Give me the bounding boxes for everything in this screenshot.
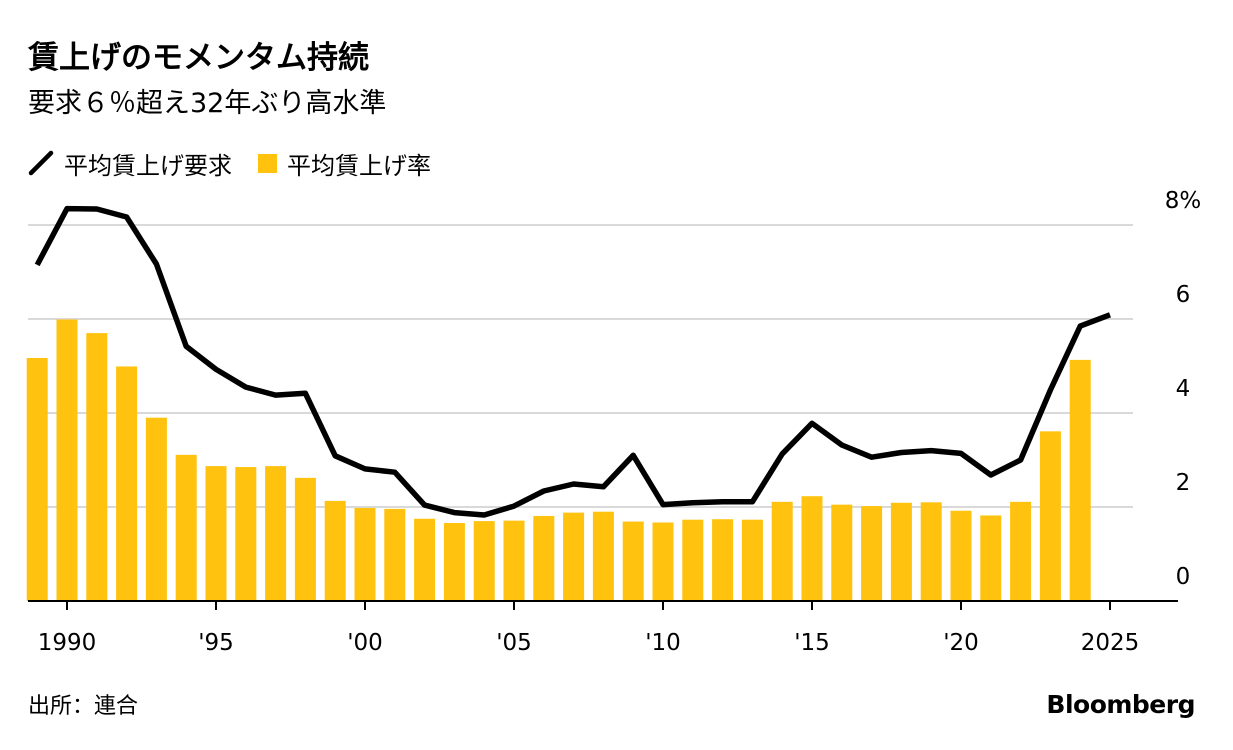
bar	[682, 519, 704, 601]
bar	[354, 507, 376, 601]
bar	[950, 510, 972, 601]
bar	[384, 508, 406, 601]
bar	[145, 417, 167, 601]
legend-item-bar: 平均賃上げ率	[258, 146, 431, 181]
x-tick-label: '95	[198, 630, 234, 656]
bar	[563, 512, 585, 601]
bar	[831, 504, 853, 601]
y-tick-label: 2	[1176, 470, 1191, 496]
x-tick-label: 2025	[1081, 630, 1140, 656]
brand-logo: Bloomberg	[1046, 690, 1195, 719]
bar	[473, 521, 495, 601]
bar	[920, 502, 942, 601]
bar	[205, 466, 227, 601]
bar	[26, 358, 48, 601]
bar	[294, 477, 316, 601]
x-tick-label: '05	[496, 630, 532, 656]
legend-item-line: 平均賃上げ要求	[28, 146, 232, 181]
bar	[801, 496, 823, 601]
bar	[861, 506, 883, 601]
y-tick-label: 4	[1176, 376, 1191, 402]
bar	[771, 501, 793, 601]
x-tick-label: '10	[645, 630, 681, 656]
bar	[1069, 359, 1091, 601]
legend-bar-label: 平均賃上げ率	[287, 151, 431, 180]
bar	[980, 515, 1002, 601]
y-tick-label: 6	[1176, 282, 1191, 308]
bar-swatch-icon	[258, 153, 277, 173]
bar	[533, 515, 555, 601]
bar	[443, 522, 465, 601]
bar	[712, 519, 734, 601]
legend-line-label: 平均賃上げ要求	[64, 151, 232, 180]
bar	[890, 502, 912, 601]
series-line	[34, 205, 1111, 518]
x-tick-label: 1990	[38, 630, 97, 656]
bar	[622, 521, 644, 601]
x-tick-label: '20	[943, 630, 979, 656]
x-tick-label: '00	[347, 630, 383, 656]
bar	[1010, 501, 1032, 601]
chart-subtitle: 要求６％超え32年ぶり高水準	[28, 88, 387, 119]
bar	[652, 522, 674, 601]
source-note: 出所：連合	[28, 694, 139, 719]
bar	[741, 519, 763, 601]
bar	[86, 333, 108, 601]
bar	[235, 467, 257, 601]
legend: 平均賃上げ要求 平均賃上げ率	[28, 146, 457, 180]
y-tick-label: 8%	[1165, 188, 1202, 214]
bar	[1039, 431, 1061, 601]
chart-title: 賃上げのモメンタム持続	[28, 40, 369, 76]
y-tick-label: 0	[1176, 564, 1191, 590]
bar	[503, 520, 525, 601]
bar	[592, 511, 614, 601]
bar	[56, 319, 78, 601]
bar	[324, 500, 346, 601]
bar	[265, 466, 287, 601]
bar	[116, 366, 138, 601]
x-tick-label: '15	[794, 630, 830, 656]
line-swatch-icon	[28, 150, 54, 176]
bar	[175, 454, 197, 601]
bar	[414, 518, 436, 601]
